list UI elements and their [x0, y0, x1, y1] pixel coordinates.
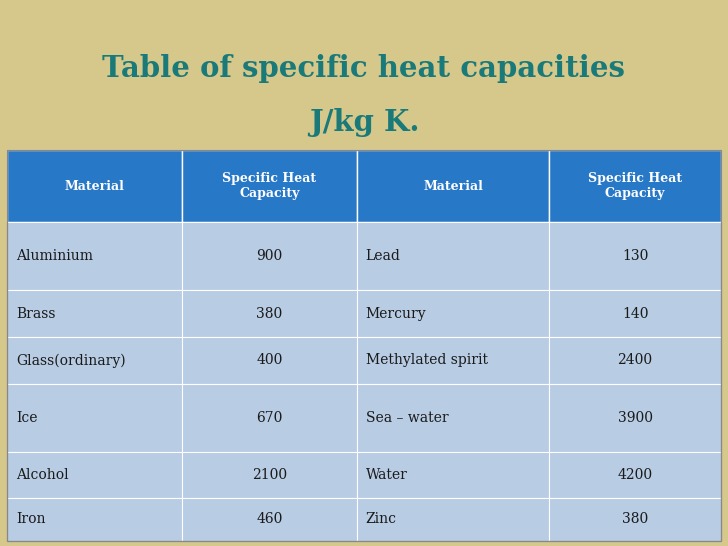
Bar — [550, 384, 721, 452]
Text: Material: Material — [423, 180, 483, 193]
Bar — [550, 337, 721, 384]
Text: 4200: 4200 — [617, 468, 653, 482]
Text: 2100: 2100 — [252, 468, 287, 482]
Text: J/kg K.: J/kg K. — [309, 108, 419, 138]
Text: Aluminium: Aluminium — [16, 250, 93, 263]
Bar — [182, 384, 357, 452]
Bar — [357, 150, 550, 222]
Bar — [182, 222, 357, 290]
Text: Alcohol: Alcohol — [16, 468, 68, 482]
Bar — [7, 222, 182, 290]
Bar — [550, 150, 721, 222]
Bar — [357, 452, 550, 498]
Text: 400: 400 — [256, 353, 282, 367]
Bar — [182, 150, 357, 222]
Text: 460: 460 — [256, 513, 282, 526]
Bar — [550, 452, 721, 498]
Text: Table of specific heat capacities: Table of specific heat capacities — [103, 54, 625, 83]
Text: Mercury: Mercury — [365, 307, 426, 321]
Text: Water: Water — [365, 468, 408, 482]
Text: Lead: Lead — [365, 250, 400, 263]
Bar — [182, 452, 357, 498]
Bar — [7, 150, 182, 222]
Text: 380: 380 — [622, 513, 648, 526]
Text: 900: 900 — [256, 250, 282, 263]
Bar — [182, 290, 357, 337]
Text: Methylated spirit: Methylated spirit — [365, 353, 488, 367]
Text: Sea – water: Sea – water — [365, 411, 448, 425]
Bar — [357, 222, 550, 290]
Text: Material: Material — [65, 180, 124, 193]
Bar — [7, 498, 182, 541]
Bar — [550, 290, 721, 337]
Bar — [7, 150, 721, 541]
Text: 380: 380 — [256, 307, 282, 321]
Bar — [357, 384, 550, 452]
Bar — [550, 222, 721, 290]
Bar — [7, 290, 182, 337]
Text: Brass: Brass — [16, 307, 55, 321]
Text: Iron: Iron — [16, 513, 46, 526]
Bar — [7, 384, 182, 452]
Text: Specific Heat
Capacity: Specific Heat Capacity — [223, 172, 317, 200]
Bar — [7, 337, 182, 384]
Text: Glass(ordinary): Glass(ordinary) — [16, 353, 126, 367]
Text: 670: 670 — [256, 411, 282, 425]
Bar — [550, 498, 721, 541]
Text: Specific Heat
Capacity: Specific Heat Capacity — [588, 172, 682, 200]
Bar — [357, 290, 550, 337]
Bar — [357, 498, 550, 541]
Text: 130: 130 — [622, 250, 649, 263]
Text: 140: 140 — [622, 307, 649, 321]
Bar — [357, 337, 550, 384]
Bar — [182, 498, 357, 541]
Text: Ice: Ice — [16, 411, 38, 425]
Bar — [7, 452, 182, 498]
Text: 2400: 2400 — [617, 353, 653, 367]
Text: 3900: 3900 — [617, 411, 652, 425]
Bar — [182, 337, 357, 384]
Text: Zinc: Zinc — [365, 513, 397, 526]
